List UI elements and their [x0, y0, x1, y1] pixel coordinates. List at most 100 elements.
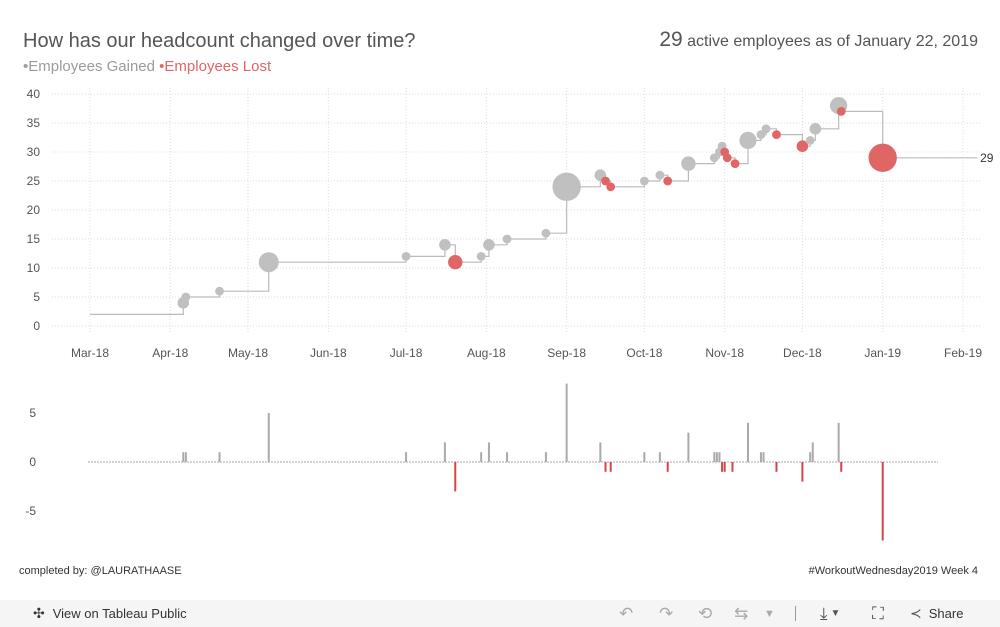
change-y-tick-label: -5: [25, 504, 36, 518]
gain-bar: [218, 452, 221, 462]
lost-point: [868, 143, 897, 172]
lost-point: [601, 176, 610, 186]
loss-bar: [840, 462, 843, 472]
gained-point: [655, 170, 665, 180]
gained-point: [541, 228, 551, 238]
y-tick-label: 30: [27, 145, 41, 159]
gained-point: [756, 130, 766, 140]
revert-icon[interactable]: ⟲: [698, 603, 713, 623]
headcount-summary: 29 active employees as of January 22, 20…: [659, 28, 978, 52]
gain-bar: [687, 432, 690, 462]
gained-point: [215, 286, 224, 296]
refresh-dropdown-icon[interactable]: ▼: [764, 607, 775, 620]
x-tick-label: Aug-18: [467, 346, 506, 360]
x-tick-label: Oct-18: [626, 346, 662, 360]
gain-bar: [762, 452, 765, 462]
change-y-tick-label: 5: [29, 406, 36, 420]
gain-bar: [506, 452, 509, 462]
undo-icon[interactable]: ↶: [619, 603, 634, 623]
chart-title: How has our headcount changed over time?: [23, 30, 416, 52]
gained-point: [483, 239, 495, 251]
x-tick-label: May-18: [228, 346, 268, 360]
gain-bar: [565, 383, 568, 462]
gained-point: [181, 292, 191, 302]
y-tick-label: 35: [27, 116, 41, 130]
change-bars: [182, 383, 884, 541]
summary-asof: as of January 22, 2019: [815, 33, 978, 50]
lost-point: [722, 153, 732, 163]
gain-bar: [443, 442, 446, 462]
loss-bar: [723, 462, 726, 472]
gained-point: [502, 234, 512, 244]
gain-bar: [643, 452, 646, 462]
end-label-group: 29: [980, 151, 994, 165]
y-tick-label: 5: [33, 290, 40, 304]
x-tick-label: Dec-18: [783, 346, 822, 360]
gained-point: [552, 172, 581, 201]
y-tick-label: 20: [27, 203, 41, 217]
gained-point: [761, 124, 771, 134]
gain-bar: [599, 442, 602, 462]
lost-point: [772, 130, 781, 140]
gain-bar: [182, 452, 185, 462]
end-value-label: 29: [980, 151, 994, 165]
share-icon: ≺: [910, 605, 922, 621]
gained-point: [258, 252, 279, 273]
gain-bar: [718, 452, 721, 462]
change-y-tick-label: 0: [29, 455, 36, 469]
hashtag: #WorkoutWednesday2019 Week 4: [808, 565, 978, 577]
x-tick-label: Jan-19: [864, 346, 901, 360]
view-link-label: View on Tableau Public: [52, 606, 187, 621]
lost-point: [730, 159, 740, 169]
gain-bar: [405, 452, 408, 462]
share-label: Share: [928, 606, 964, 621]
headcount-points: [177, 97, 897, 309]
gain-bar: [658, 452, 661, 462]
credit: completed by: @LAURATHAASE: [19, 565, 182, 577]
toolbar: ✣ View on Tableau Public ↶ ↷ ⟲ ⇆ ▼ ⤓ ▼ ⛶ …: [0, 600, 1000, 627]
loss-bar: [881, 462, 884, 541]
gain-bar: [713, 452, 716, 462]
toolbar-divider: [795, 606, 796, 621]
gained-point: [739, 131, 757, 149]
legend-gained[interactable]: •Employees Gained: [23, 58, 155, 75]
x-tick-label: Nov-18: [705, 346, 744, 360]
change-axis: -5 0 5: [25, 406, 938, 518]
x-tick-label: Feb-19: [944, 346, 982, 360]
fullscreen-icon[interactable]: ⛶: [872, 603, 884, 623]
gain-bar: [746, 422, 749, 462]
gained-point: [476, 252, 486, 261]
gain-bar: [809, 452, 812, 462]
gain-bar: [480, 452, 483, 462]
gain-bar: [267, 413, 270, 462]
y-tick-label: 40: [27, 87, 41, 101]
redo-icon[interactable]: ↷: [659, 603, 674, 623]
loss-bar: [666, 462, 669, 472]
gained-point: [401, 252, 411, 261]
summary-count: 29: [659, 28, 683, 51]
gained-point: [439, 239, 451, 251]
loss-bar: [721, 462, 724, 472]
gained-point: [809, 123, 822, 135]
view-on-tableau-public-link[interactable]: ✣ View on Tableau Public: [33, 600, 187, 627]
loss-bar: [454, 462, 457, 492]
loss-bar: [731, 462, 734, 472]
lost-point: [606, 182, 616, 192]
x-tick-label: Jun-18: [310, 346, 347, 360]
gain-bar: [759, 452, 762, 462]
loss-bar: [801, 462, 804, 482]
y-tick-label: 0: [33, 319, 40, 333]
y-tick-label: 25: [27, 174, 41, 188]
gain-bar: [487, 442, 490, 462]
download-icon[interactable]: ⤓ ▼: [820, 603, 841, 623]
gained-point: [709, 153, 719, 163]
lost-point: [796, 140, 809, 152]
gained-point: [639, 176, 649, 186]
gain-bar: [811, 442, 814, 462]
legend-lost[interactable]: •Employees Lost: [159, 58, 272, 75]
refresh-icon[interactable]: ⇆: [734, 603, 749, 623]
lost-point: [836, 107, 846, 116]
gain-bar: [184, 452, 187, 462]
share-button[interactable]: ≺ Share: [910, 600, 963, 627]
charts-canvas: 0 5 10 15 20 25 30 35 40 Mar-18 Apr-18 May-18 Jun-18…: [25, 87, 994, 541]
